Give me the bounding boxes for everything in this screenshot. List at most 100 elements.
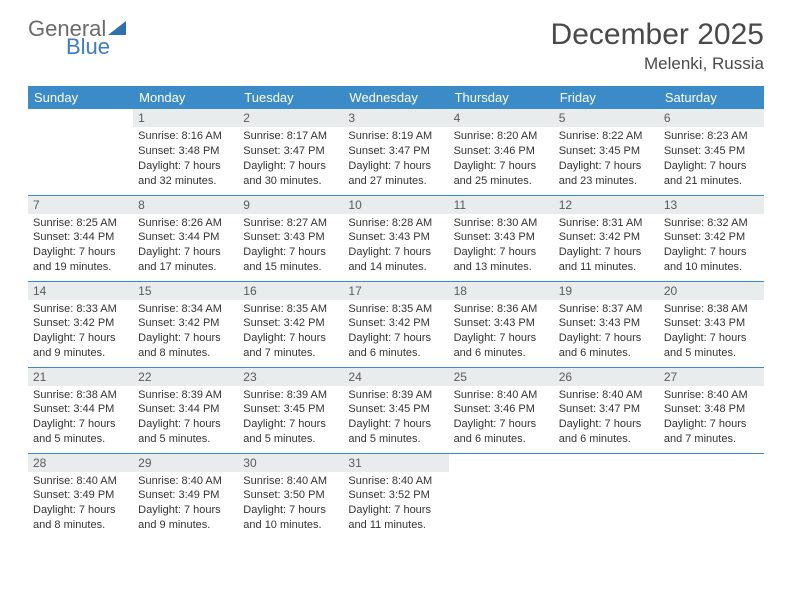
day-details: Sunrise: 8:40 AMSunset: 3:48 PMDaylight:… [659, 386, 764, 451]
day-number: 10 [343, 196, 448, 214]
calendar-week-row: 7Sunrise: 8:25 AMSunset: 3:44 PMDaylight… [28, 195, 764, 281]
calendar-day-cell: 21Sunrise: 8:38 AMSunset: 3:44 PMDayligh… [28, 367, 133, 453]
day-number: 4 [449, 109, 554, 127]
calendar-day-cell: 23Sunrise: 8:39 AMSunset: 3:45 PMDayligh… [238, 367, 343, 453]
day-number: 11 [449, 196, 554, 214]
calendar-day-cell: 24Sunrise: 8:39 AMSunset: 3:45 PMDayligh… [343, 367, 448, 453]
day-details: Sunrise: 8:30 AMSunset: 3:43 PMDaylight:… [449, 214, 554, 279]
calendar-day-cell: 30Sunrise: 8:40 AMSunset: 3:50 PMDayligh… [238, 453, 343, 539]
day-details: Sunrise: 8:26 AMSunset: 3:44 PMDaylight:… [133, 214, 238, 279]
day-number: 24 [343, 368, 448, 386]
calendar-day-cell: 16Sunrise: 8:35 AMSunset: 3:42 PMDayligh… [238, 281, 343, 367]
weekday-header: Monday [133, 86, 238, 109]
day-details: Sunrise: 8:35 AMSunset: 3:42 PMDaylight:… [343, 300, 448, 365]
calendar-week-row: 1Sunrise: 8:16 AMSunset: 3:48 PMDaylight… [28, 109, 764, 195]
day-details: Sunrise: 8:19 AMSunset: 3:47 PMDaylight:… [343, 127, 448, 192]
calendar-day-cell: 11Sunrise: 8:30 AMSunset: 3:43 PMDayligh… [449, 195, 554, 281]
calendar-day-cell: 31Sunrise: 8:40 AMSunset: 3:52 PMDayligh… [343, 453, 448, 539]
day-details: Sunrise: 8:39 AMSunset: 3:45 PMDaylight:… [238, 386, 343, 451]
day-details: Sunrise: 8:37 AMSunset: 3:43 PMDaylight:… [554, 300, 659, 365]
day-details: Sunrise: 8:38 AMSunset: 3:43 PMDaylight:… [659, 300, 764, 365]
day-number: 21 [28, 368, 133, 386]
day-details: Sunrise: 8:40 AMSunset: 3:49 PMDaylight:… [133, 472, 238, 537]
day-details: Sunrise: 8:40 AMSunset: 3:47 PMDaylight:… [554, 386, 659, 451]
day-number: 26 [554, 368, 659, 386]
weekday-header: Wednesday [343, 86, 448, 109]
calendar-day-cell [449, 453, 554, 539]
day-details: Sunrise: 8:23 AMSunset: 3:45 PMDaylight:… [659, 127, 764, 192]
day-number: 12 [554, 196, 659, 214]
day-number: 2 [238, 109, 343, 127]
day-number: 27 [659, 368, 764, 386]
brand-word-2: Blue [66, 36, 126, 58]
calendar-day-cell: 5Sunrise: 8:22 AMSunset: 3:45 PMDaylight… [554, 109, 659, 195]
weekday-header: Sunday [28, 86, 133, 109]
calendar-day-cell [659, 453, 764, 539]
calendar-day-cell [28, 109, 133, 195]
day-number: 22 [133, 368, 238, 386]
day-number: 15 [133, 282, 238, 300]
day-number: 8 [133, 196, 238, 214]
day-details: Sunrise: 8:40 AMSunset: 3:49 PMDaylight:… [28, 472, 133, 537]
day-number: 28 [28, 454, 133, 472]
weekday-header: Saturday [659, 86, 764, 109]
calendar-day-cell: 7Sunrise: 8:25 AMSunset: 3:44 PMDaylight… [28, 195, 133, 281]
calendar-day-cell: 9Sunrise: 8:27 AMSunset: 3:43 PMDaylight… [238, 195, 343, 281]
calendar-day-cell: 1Sunrise: 8:16 AMSunset: 3:48 PMDaylight… [133, 109, 238, 195]
day-number: 23 [238, 368, 343, 386]
calendar-day-cell: 8Sunrise: 8:26 AMSunset: 3:44 PMDaylight… [133, 195, 238, 281]
calendar-day-cell: 13Sunrise: 8:32 AMSunset: 3:42 PMDayligh… [659, 195, 764, 281]
calendar-day-cell: 27Sunrise: 8:40 AMSunset: 3:48 PMDayligh… [659, 367, 764, 453]
day-details: Sunrise: 8:40 AMSunset: 3:52 PMDaylight:… [343, 472, 448, 537]
calendar-day-cell: 12Sunrise: 8:31 AMSunset: 3:42 PMDayligh… [554, 195, 659, 281]
calendar-day-cell [554, 453, 659, 539]
page-header: General Blue December 2025 Melenki, Russ… [28, 18, 764, 74]
day-details: Sunrise: 8:34 AMSunset: 3:42 PMDaylight:… [133, 300, 238, 365]
day-number: 29 [133, 454, 238, 472]
day-number: 31 [343, 454, 448, 472]
calendar-week-row: 21Sunrise: 8:38 AMSunset: 3:44 PMDayligh… [28, 367, 764, 453]
day-number: 14 [28, 282, 133, 300]
calendar-day-cell: 15Sunrise: 8:34 AMSunset: 3:42 PMDayligh… [133, 281, 238, 367]
day-details: Sunrise: 8:32 AMSunset: 3:42 PMDaylight:… [659, 214, 764, 279]
calendar-day-cell: 19Sunrise: 8:37 AMSunset: 3:43 PMDayligh… [554, 281, 659, 367]
calendar-body: 1Sunrise: 8:16 AMSunset: 3:48 PMDaylight… [28, 109, 764, 539]
calendar-week-row: 28Sunrise: 8:40 AMSunset: 3:49 PMDayligh… [28, 453, 764, 539]
day-number: 20 [659, 282, 764, 300]
brand-logo: General Blue [28, 18, 126, 58]
title-block: December 2025 Melenki, Russia [551, 18, 764, 74]
weekday-header: Friday [554, 86, 659, 109]
day-number: 9 [238, 196, 343, 214]
calendar-day-cell: 20Sunrise: 8:38 AMSunset: 3:43 PMDayligh… [659, 281, 764, 367]
day-number: 3 [343, 109, 448, 127]
calendar-day-cell: 14Sunrise: 8:33 AMSunset: 3:42 PMDayligh… [28, 281, 133, 367]
calendar-day-cell: 4Sunrise: 8:20 AMSunset: 3:46 PMDaylight… [449, 109, 554, 195]
day-number: 18 [449, 282, 554, 300]
day-details: Sunrise: 8:31 AMSunset: 3:42 PMDaylight:… [554, 214, 659, 279]
day-details: Sunrise: 8:17 AMSunset: 3:47 PMDaylight:… [238, 127, 343, 192]
calendar-week-row: 14Sunrise: 8:33 AMSunset: 3:42 PMDayligh… [28, 281, 764, 367]
title-month: December 2025 [551, 18, 764, 52]
calendar-day-cell: 17Sunrise: 8:35 AMSunset: 3:42 PMDayligh… [343, 281, 448, 367]
calendar-day-cell: 26Sunrise: 8:40 AMSunset: 3:47 PMDayligh… [554, 367, 659, 453]
brand-triangle-icon [108, 21, 126, 35]
weekday-header: Tuesday [238, 86, 343, 109]
day-details: Sunrise: 8:28 AMSunset: 3:43 PMDaylight:… [343, 214, 448, 279]
calendar-day-cell: 10Sunrise: 8:28 AMSunset: 3:43 PMDayligh… [343, 195, 448, 281]
day-number: 17 [343, 282, 448, 300]
day-details: Sunrise: 8:39 AMSunset: 3:44 PMDaylight:… [133, 386, 238, 451]
calendar-day-cell: 25Sunrise: 8:40 AMSunset: 3:46 PMDayligh… [449, 367, 554, 453]
day-number: 7 [28, 196, 133, 214]
day-number: 1 [133, 109, 238, 127]
day-number: 19 [554, 282, 659, 300]
day-details: Sunrise: 8:40 AMSunset: 3:46 PMDaylight:… [449, 386, 554, 451]
day-details: Sunrise: 8:25 AMSunset: 3:44 PMDaylight:… [28, 214, 133, 279]
day-details: Sunrise: 8:36 AMSunset: 3:43 PMDaylight:… [449, 300, 554, 365]
day-number: 5 [554, 109, 659, 127]
day-number: 25 [449, 368, 554, 386]
calendar-day-cell: 28Sunrise: 8:40 AMSunset: 3:49 PMDayligh… [28, 453, 133, 539]
day-details: Sunrise: 8:39 AMSunset: 3:45 PMDaylight:… [343, 386, 448, 451]
day-details: Sunrise: 8:20 AMSunset: 3:46 PMDaylight:… [449, 127, 554, 192]
calendar-table: SundayMondayTuesdayWednesdayThursdayFrid… [28, 86, 764, 539]
title-location: Melenki, Russia [551, 54, 764, 74]
